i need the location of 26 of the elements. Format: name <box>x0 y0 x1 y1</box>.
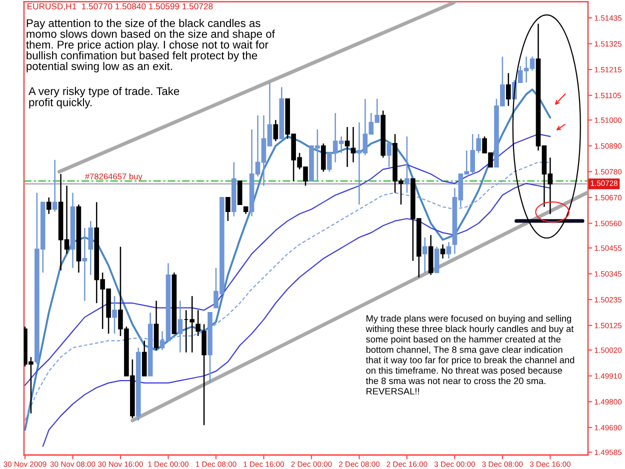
candlestick <box>344 126 350 168</box>
annotation: My trade plans were focused on buying and selling withing these three black hourly candles and buy at some point based on the hammer created at the bottom channel, The 8 sma gave clear indication that it way too far for price to break the channel and on this timeframe. No threat was posed because the 8 sma was not near to cross the 20 sma. REVERSAL!! <box>366 314 574 394</box>
candlestick <box>112 295 117 334</box>
ref-line-label: #78264657 buy <box>84 173 142 182</box>
candlestick <box>154 300 159 351</box>
chart-title: EURUSD,H1 1.50770 1.50840 1.50599 1.50728 <box>28 3 213 10</box>
candlestick <box>506 72 511 107</box>
candlestick <box>142 340 147 377</box>
candlestick <box>237 180 242 206</box>
candlestick <box>52 159 58 212</box>
candlestick <box>386 140 392 168</box>
candlestick <box>440 244 446 260</box>
candlestick <box>350 126 356 163</box>
annotation: A very risky type of trade. Take profit quickly. <box>28 86 180 108</box>
annotation: Pay attention to the size of the black candles as momo slows down based on the size and shape of them. Pre price action play. I chose not to wait for bullish confimation but based felt protect by the potential swing low as an exit. <box>26 18 275 72</box>
candlestick <box>88 220 94 276</box>
candlestick <box>82 227 88 302</box>
candlestick <box>446 241 452 260</box>
candlestick <box>273 119 278 142</box>
candlestick <box>46 196 52 215</box>
candlestick <box>226 196 230 222</box>
candlestick <box>321 142 326 172</box>
candlestick <box>404 136 410 194</box>
candlestick <box>178 300 183 354</box>
candlestick <box>434 246 440 274</box>
candlestick <box>422 236 428 274</box>
